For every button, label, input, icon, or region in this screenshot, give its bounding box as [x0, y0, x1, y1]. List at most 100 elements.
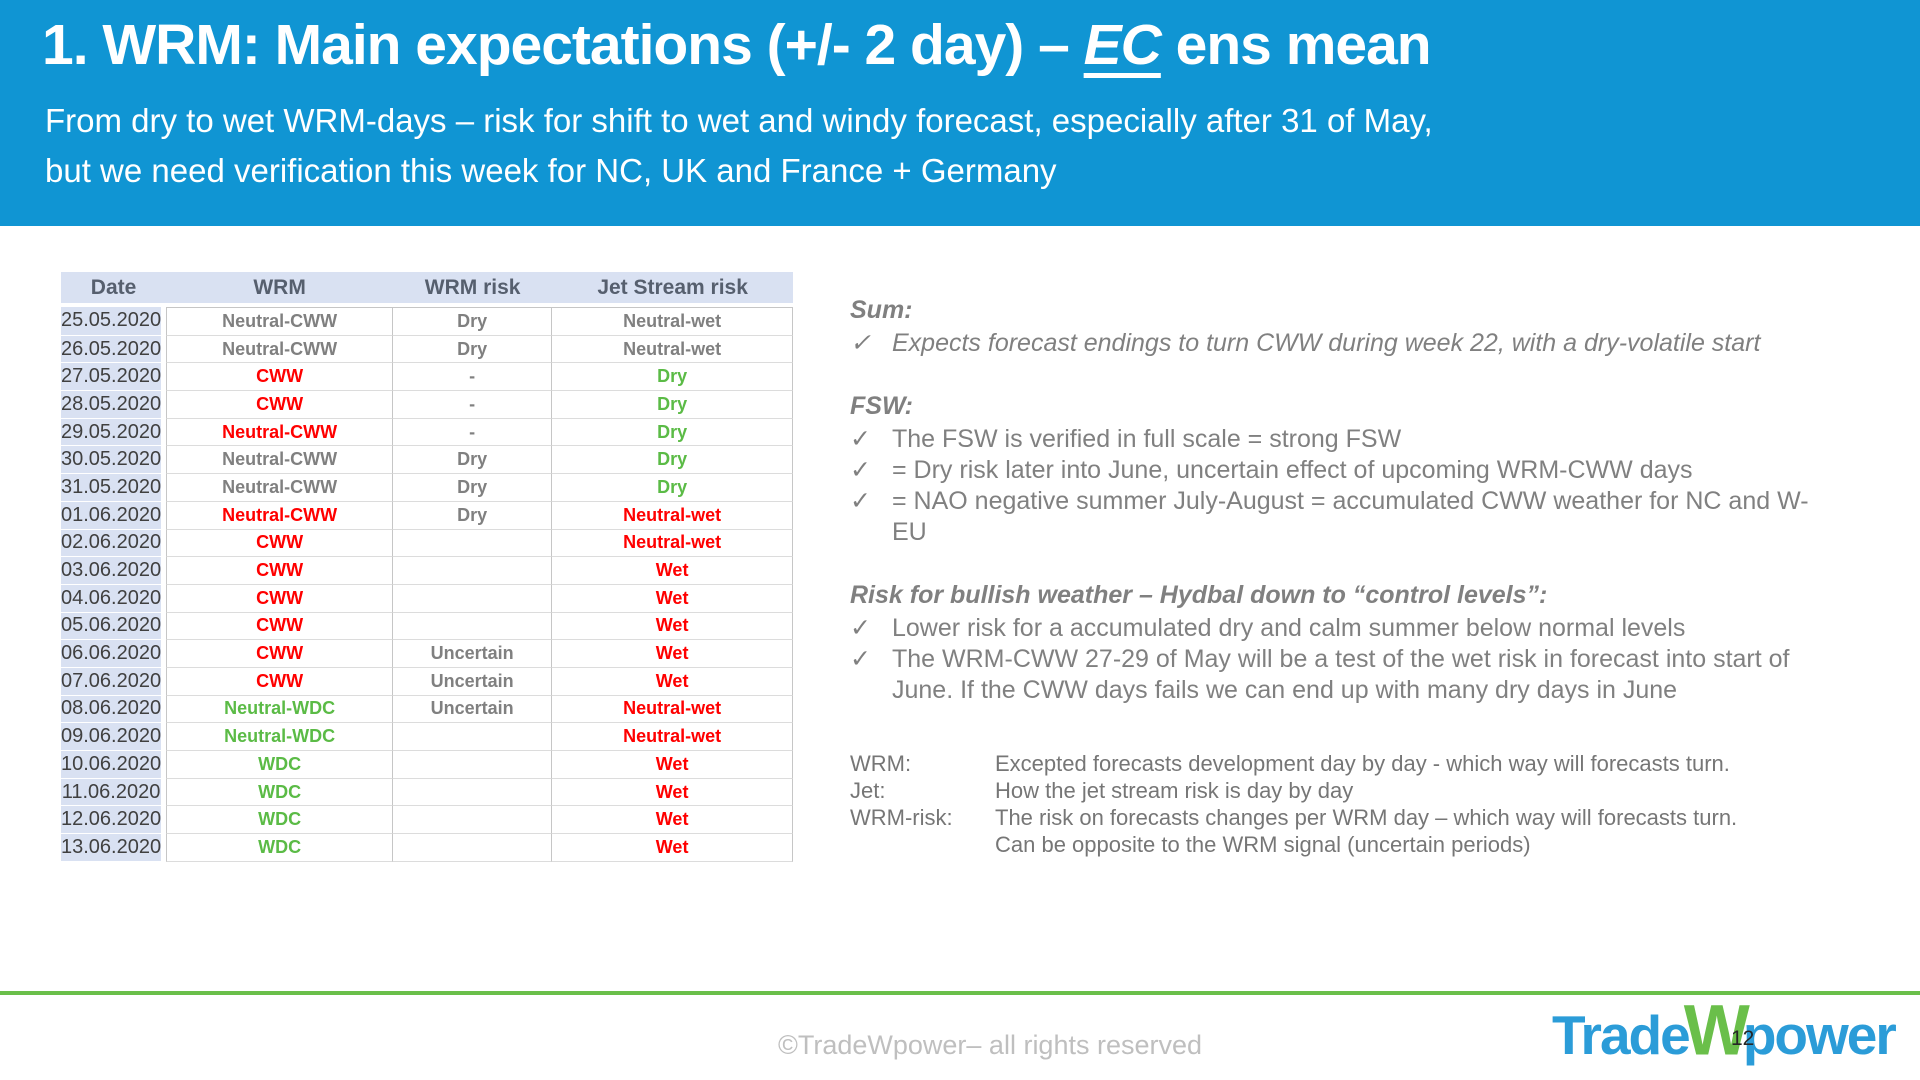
- jet-stream-risk-cell: Neutral-wet: [552, 723, 794, 751]
- date-cell: 30.05.2020: [61, 446, 167, 475]
- wrm-risk-cell: -: [393, 391, 553, 419]
- tradewpower-logo: Trade W power: [1552, 990, 1897, 1070]
- note-section: Sum: ✓ Expects forecast endings to turn CW…: [850, 294, 1870, 359]
- wrm-cell: Neutral-CWW: [166, 335, 394, 364]
- jet-stream-risk-cell: Wet: [552, 584, 794, 613]
- table-row: 02.06.2020 CWW Neutral-wet: [61, 529, 794, 558]
- column-header-jet-stream-risk: Jet Stream risk: [552, 272, 794, 307]
- date-cell: 05.06.2020: [61, 612, 167, 641]
- date-cell: 09.06.2020: [61, 723, 167, 751]
- wrm-risk-cell: [393, 751, 553, 779]
- check-icon: ✓: [850, 487, 871, 515]
- wrm-risk-cell: Dry: [393, 446, 553, 475]
- wrm-risk-cell: Uncertain: [393, 695, 553, 724]
- wrm-cell: CWW: [166, 584, 394, 613]
- wrm-risk-cell: [393, 723, 553, 751]
- jet-stream-risk-cell: Wet: [552, 778, 794, 807]
- table-row: 13.06.2020 WDC Wet: [61, 834, 794, 862]
- page-title: 1. WRM: Main expectations (+/- 2 day) – …: [42, 12, 1432, 78]
- wrm-cell: CWW: [166, 363, 394, 392]
- column-header-wrm: WRM: [166, 272, 394, 307]
- date-cell: 11.06.2020: [61, 778, 167, 807]
- table-row: 31.05.2020 Neutral-CWW Dry Dry: [61, 474, 794, 502]
- date-cell: 08.06.2020: [61, 695, 167, 724]
- wrm-cell: CWW: [166, 557, 394, 585]
- note-item: ✓ Expects forecast endings to turn CWW du…: [850, 328, 1870, 359]
- wrm-cell: Neutral-CWW: [166, 307, 394, 336]
- definition-term: Jet:: [850, 778, 886, 803]
- wrm-risk-cell: -: [393, 363, 553, 392]
- table-row: 10.06.2020 WDC Wet: [61, 751, 794, 779]
- wrm-cell: Neutral-CWW: [166, 446, 394, 475]
- note-section: Risk for bullish weather – Hydbal down t…: [850, 579, 1870, 706]
- wrm-table: Date WRM WRM risk Jet Stream risk 25.05.…: [61, 272, 794, 862]
- jet-stream-risk-cell: Dry: [552, 474, 794, 502]
- wrm-cell: Neutral-WDC: [166, 695, 394, 724]
- logo-w-icon: W: [1683, 990, 1750, 1070]
- date-cell: 28.05.2020: [61, 391, 167, 419]
- table-row: 29.05.2020 Neutral-CWW - Dry: [61, 418, 794, 447]
- logo-text-trade: Trade: [1552, 1004, 1691, 1066]
- date-cell: 03.06.2020: [61, 557, 167, 585]
- table-row: 09.06.2020 Neutral-WDC Neutral-wet: [61, 723, 794, 751]
- note-item: ✓ = NAO negative summer July-August = acc…: [850, 486, 1870, 548]
- wrm-risk-cell: [393, 529, 553, 558]
- wrm-risk-cell: Dry: [393, 335, 553, 364]
- date-cell: 04.06.2020: [61, 584, 167, 613]
- table-row: 04.06.2020 CWW Wet: [61, 584, 794, 613]
- note-item: ✓ The WRM-CWW 27-29 of May will be a test…: [850, 644, 1870, 706]
- definitions-list: WRM: Excepted forecasts development day b…: [850, 750, 1870, 858]
- date-cell: 02.06.2020: [61, 529, 167, 558]
- note-text: The FSW is verified in full scale = stro…: [892, 425, 1402, 453]
- table-row: 30.05.2020 Neutral-CWW Dry Dry: [61, 446, 794, 475]
- table-row: 27.05.2020 CWW - Dry: [61, 363, 794, 392]
- note-text: = Dry risk later into June, uncertain ef…: [892, 456, 1693, 484]
- check-icon: ✓: [850, 456, 871, 484]
- date-cell: 27.05.2020: [61, 363, 167, 392]
- subtitle: From dry to wet WRM-days – risk for shif…: [45, 102, 1433, 189]
- definition-term: WRM-risk:: [850, 805, 953, 830]
- jet-stream-risk-cell: Wet: [552, 751, 794, 779]
- wrm-cell: Neutral-CWW: [166, 474, 394, 502]
- check-icon: ✓: [850, 645, 871, 673]
- note-item: ✓ Lower risk for a accumulated dry and ca…: [850, 613, 1870, 644]
- column-header-date: Date: [61, 272, 167, 307]
- table-row: 08.06.2020 Neutral-WDC Uncertain Neutral-we…: [61, 695, 794, 724]
- wrm-cell: CWW: [166, 667, 394, 696]
- jet-stream-risk-cell: Wet: [552, 640, 794, 668]
- note-section: FSW: ✓ The FSW is verified in full scale =…: [850, 390, 1870, 548]
- wrm-cell: WDC: [166, 806, 394, 835]
- logo-text-power: power: [1742, 1004, 1897, 1066]
- table-row: 25.05.2020 Neutral-CWW Dry Neutral-wet: [61, 307, 794, 336]
- table-row: 03.06.2020 CWW Wet: [61, 557, 794, 585]
- table-row: 11.06.2020 WDC Wet: [61, 778, 794, 807]
- wrm-risk-cell: -: [393, 418, 553, 447]
- wrm-risk-cell: Uncertain: [393, 640, 553, 668]
- wrm-cell: Neutral-CWW: [166, 418, 394, 447]
- date-cell: 29.05.2020: [61, 418, 167, 447]
- definition-desc: Excepted forecasts development day by da…: [995, 751, 1730, 776]
- wrm-risk-cell: [393, 806, 553, 835]
- wrm-risk-cell: [393, 834, 553, 862]
- note-item: ✓ = Dry risk later into June, uncertain e…: [850, 455, 1870, 486]
- wrm-table-body: 25.05.2020 Neutral-CWW Dry Neutral-wet 26.05…: [61, 307, 794, 862]
- page-number: 12: [1731, 1027, 1755, 1050]
- table-row: 26.05.2020 Neutral-CWW Dry Neutral-wet: [61, 335, 794, 364]
- slide-header: 1. WRM: Main expectations (+/- 2 day) – …: [0, 0, 1920, 226]
- wrm-cell: CWW: [166, 640, 394, 668]
- note-heading: Sum:: [850, 296, 913, 324]
- jet-stream-risk-cell: Neutral-wet: [552, 335, 794, 364]
- wrm-cell: Neutral-CWW: [166, 501, 394, 530]
- note-text: Expects forecast endings to turn CWW dur…: [892, 329, 1761, 357]
- wrm-risk-cell: Dry: [393, 501, 553, 530]
- wrm-cell: WDC: [166, 834, 394, 862]
- date-cell: 13.06.2020: [61, 834, 167, 862]
- jet-stream-risk-cell: Dry: [552, 418, 794, 447]
- jet-stream-risk-cell: Wet: [552, 557, 794, 585]
- title-suffix: ens mean: [1160, 13, 1432, 77]
- table-row: 01.06.2020 Neutral-CWW Dry Neutral-wet: [61, 501, 794, 530]
- wrm-risk-cell: Dry: [393, 474, 553, 502]
- wrm-risk-cell: [393, 557, 553, 585]
- jet-stream-risk-cell: Wet: [552, 806, 794, 835]
- footer-divider: [0, 991, 1920, 995]
